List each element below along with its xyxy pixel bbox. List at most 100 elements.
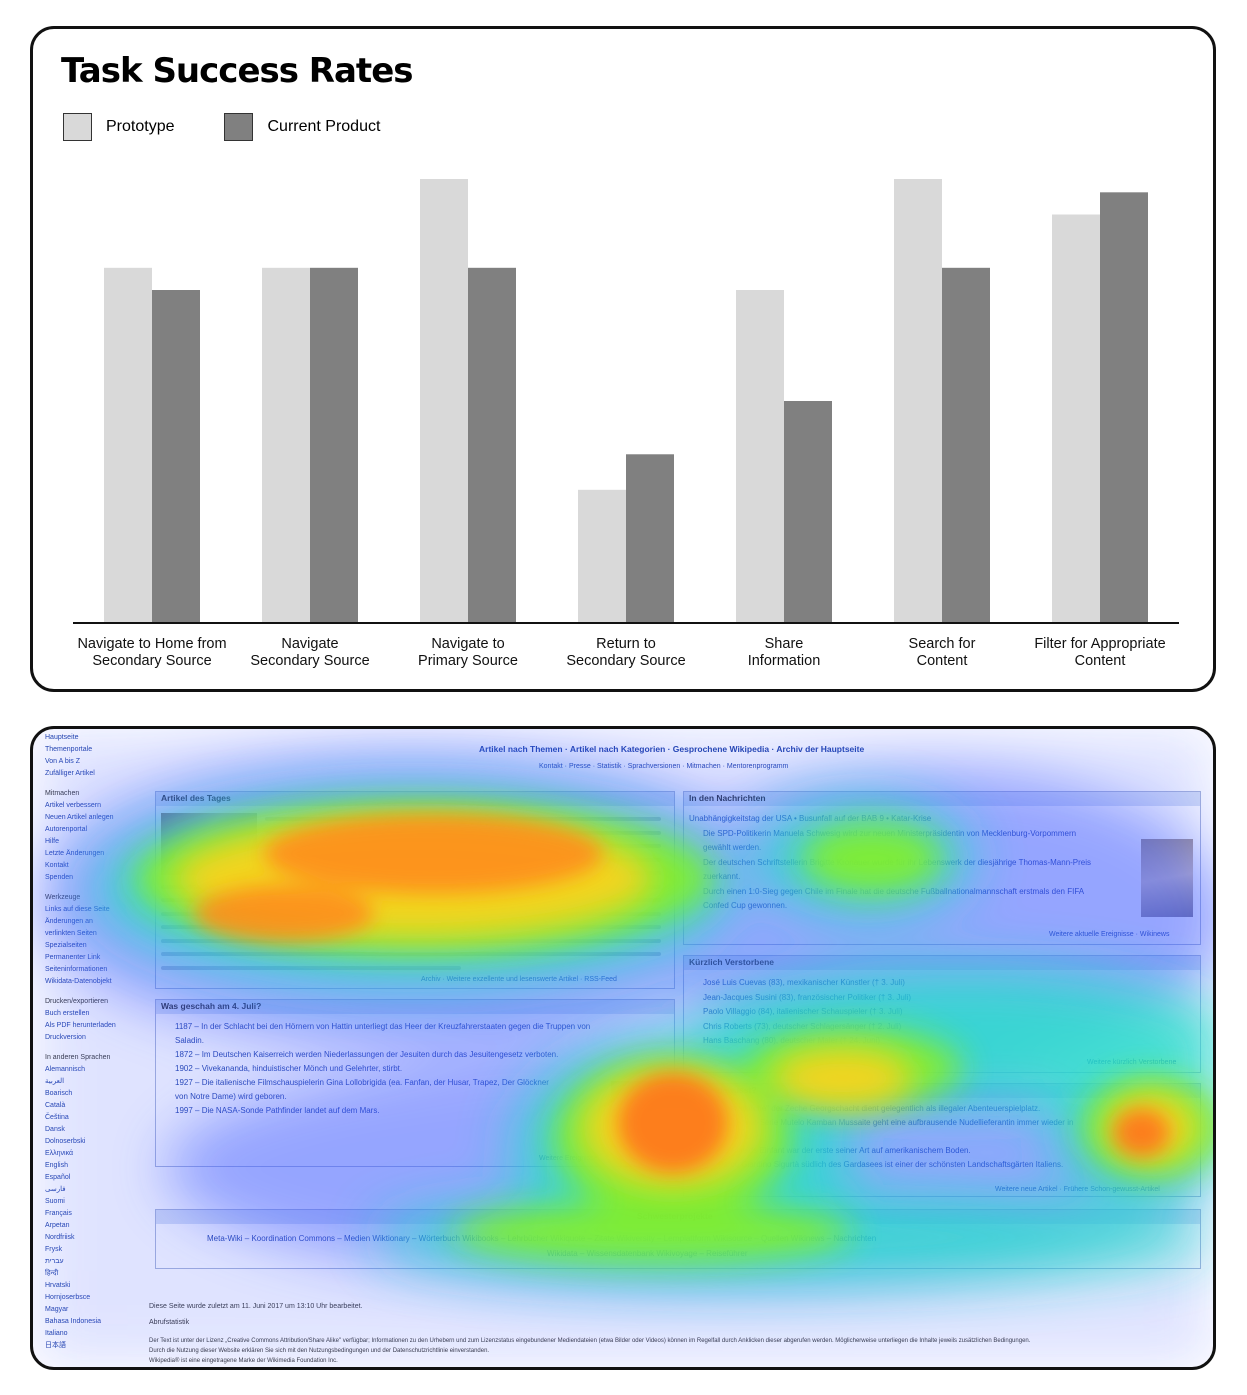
artikel-text-line [265, 817, 661, 821]
bar-current-product-3 [626, 454, 674, 623]
sidebar-item-29: Alemannisch [45, 1066, 86, 1073]
x-tick-label-6: Filter for Appropriate Content [1034, 636, 1165, 669]
legend-item-current-product: Current Product [224, 113, 380, 141]
wiki-sub-links: Kontakt · Presse · Statistik · Sprachver… [539, 763, 789, 770]
box-gewusst [683, 1083, 1201, 1197]
box-geschah-footer: Weitere Ereignisse [539, 1155, 598, 1162]
artikel-text-line [161, 965, 461, 970]
sidebar-item-26: Druckversion [45, 1034, 86, 1041]
box-gewusst-title: Schon gewusst? [689, 1085, 757, 1095]
geschah-item-0: 1187 – In der Schlacht bei den Hörnern v… [175, 1022, 591, 1031]
nachrichten-item-2: gewählt werden. [703, 843, 762, 852]
gewusst-item-1: In der Gourmet-Serie Mutelo Kamban Mussa… [703, 1118, 1074, 1127]
sidebar-item-37: English [45, 1162, 68, 1169]
gewusst-item-0: Die „Kohlenkirche" der Zeche Georgschach… [703, 1104, 1041, 1113]
chart-panel: Task Success Rates Prototype Current Pro… [30, 26, 1216, 692]
verstorbene-item-0: José Luis Cuevas (83), mexikanischer Kün… [703, 978, 905, 987]
box-geschah-title: Was geschah am 4. Juli? [161, 1001, 262, 1011]
geschah-item-1: Saladin. [175, 1036, 204, 1045]
sidebar-item-19: Permanenter Link [45, 954, 101, 961]
gewusst-item-2: Schräglerien. [703, 1132, 751, 1141]
box-schwester-title: Schwesterprojekte [637, 1211, 713, 1221]
legend: Prototype Current Product [63, 113, 430, 141]
box-artikel-footer: Archiv · Weitere exzellente und lesenswe… [421, 976, 617, 983]
sidebar-item-51: Italiano [45, 1330, 68, 1337]
sidebar-item-2: Von A bis Z [45, 758, 81, 765]
sidebar-item-40: Suomi [45, 1198, 65, 1205]
sidebar-item-15: Links auf diese Seite [45, 906, 110, 913]
legend-label-current-product: Current Product [267, 118, 381, 135]
sidebar-item-1: Themenportale [45, 746, 93, 753]
artikel-text-line [161, 898, 661, 902]
x-tick-label-1: Navigate Secondary Source [250, 636, 369, 669]
sidebar-item-21: Wikidata-Datenobjekt [45, 978, 112, 985]
sidebar-item-32: Català [45, 1102, 66, 1109]
artikel-text-line [265, 871, 661, 875]
verstorbene-item-4: Hans Baschang (80), deutscher Maler († 2… [703, 1036, 880, 1045]
sidebar-item-44: Frysk [45, 1246, 63, 1253]
verstorbene-item-2: Paolo Villaggio (84), italienischer Scha… [703, 1007, 903, 1016]
sidebar-item-50: Bahasa Indonesia [45, 1318, 102, 1325]
bar-prototype-4 [736, 290, 784, 623]
sidebar-item-41: Français [45, 1210, 72, 1217]
box-verstorbene-footer: Weitere kürzlich Verstorbene [1087, 1059, 1177, 1066]
sidebar-item-25: Als PDF herunterladen [45, 1022, 116, 1029]
sidebar-item-5: Mitmachen [45, 790, 80, 797]
x-tick-label-3: Return to Secondary Source [566, 636, 685, 669]
artikel-text-line [265, 857, 661, 862]
sidebar-item-18: Spezialseiten [45, 942, 87, 949]
nachrichten-image [1141, 839, 1193, 917]
sidebar-item-3: Zufälliger Artikel [45, 770, 95, 777]
geschah-item-3: 1902 – Vivekananda, hinduistischer Mönch… [175, 1064, 403, 1073]
bar-chart: Navigate to Home from Secondary Source Nav… [73, 179, 1179, 669]
bar-current-product-4 [784, 401, 832, 623]
legend-swatch-current-product [224, 113, 254, 141]
box-nachrichten-footer: Weitere aktuelle Ereignisse · Wikinews [1049, 931, 1170, 938]
artikel-text-line [161, 884, 661, 889]
sidebar-item-52: 日本語 [45, 1342, 66, 1349]
box-nachrichten-title: In den Nachrichten [689, 793, 766, 803]
geschah-item-5: von Notre Dame) wird geboren. [175, 1092, 287, 1101]
wiki-screenshot: Artikel nach Themen · Artikel nach Kateg… [33, 729, 1213, 1367]
gewusst-item-4: Der Parco Giardino Sigurtà südlich des G… [703, 1160, 1064, 1169]
sidebar-item-38: Español [45, 1174, 71, 1181]
wiki-top-links: Artikel nach Themen · Artikel nach Kateg… [479, 744, 865, 754]
artikel-image [161, 813, 257, 875]
sidebar-item-16: Änderungen an [45, 918, 93, 925]
box-gewusst-footer: Weitere neue Artikel · Frühere Schon-gew… [995, 1186, 1160, 1193]
x-tick-label-0: Navigate to Home from Secondary Source [77, 636, 226, 669]
heatmap-panel: Artikel nach Themen · Artikel nach Kateg… [30, 726, 1216, 1370]
nachrichten-item-5: Durch einen 1:0-Sieg gegen Chile im Fina… [703, 886, 1085, 896]
bar-prototype-5 [894, 179, 942, 623]
sidebar-item-36: Ελληνικά [45, 1150, 74, 1157]
chart-title: Task Success Rates [61, 51, 413, 91]
nachrichten-item-4: zuerkannt. [703, 872, 741, 881]
bar-prototype-2 [420, 179, 468, 623]
sidebar-item-49: Magyar [45, 1306, 69, 1313]
artikel-text-line [265, 830, 661, 835]
sidebar-item-17: verlinkten Seiten [45, 930, 97, 937]
geschah-item-2: 1872 – Im Deutschen Kaiserreich werden N… [175, 1050, 559, 1059]
nachrichten-item-0: Unabhängigkeitstag der USA • Busunfall a… [689, 814, 932, 823]
bar-prototype-6 [1052, 214, 1100, 623]
sidebar-item-11: Kontakt [45, 862, 69, 869]
artikel-text-line [161, 911, 661, 916]
nachrichten-item-6: Confed Cup gewonnen. [703, 901, 788, 910]
x-tick-label-5: Search for Content [909, 636, 976, 669]
sidebar-item-46: हिन्दी [45, 1270, 59, 1277]
geschah-item-4: 1927 – Die italienische Filmschauspieler… [175, 1078, 549, 1087]
gewusst-item-3: Crowninshields Einfant war der erste sei… [703, 1146, 971, 1155]
sidebar-item-31: Boarisch [45, 1090, 73, 1097]
bar-current-product-2 [468, 267, 516, 623]
bar-current-product-0 [152, 290, 200, 623]
sidebar-item-7: Neuen Artikel anlegen [45, 814, 114, 821]
bar-prototype-3 [578, 489, 626, 623]
artikel-text-line [265, 844, 661, 848]
sidebar-item-12: Spenden [45, 874, 74, 881]
sidebar-item-23: Drucken/exportieren [45, 998, 109, 1005]
nachrichten-item-1: Die SPD-Politikerin Manuela Schwesig wir… [703, 828, 1077, 838]
bar-current-product-1 [310, 267, 358, 623]
sidebar-item-43: Nordfriisk [45, 1234, 75, 1241]
sidebar-item-9: Hilfe [45, 838, 60, 845]
footer-line-4: Wikipedia® ist eine eingetragene Marke d… [149, 1358, 338, 1364]
